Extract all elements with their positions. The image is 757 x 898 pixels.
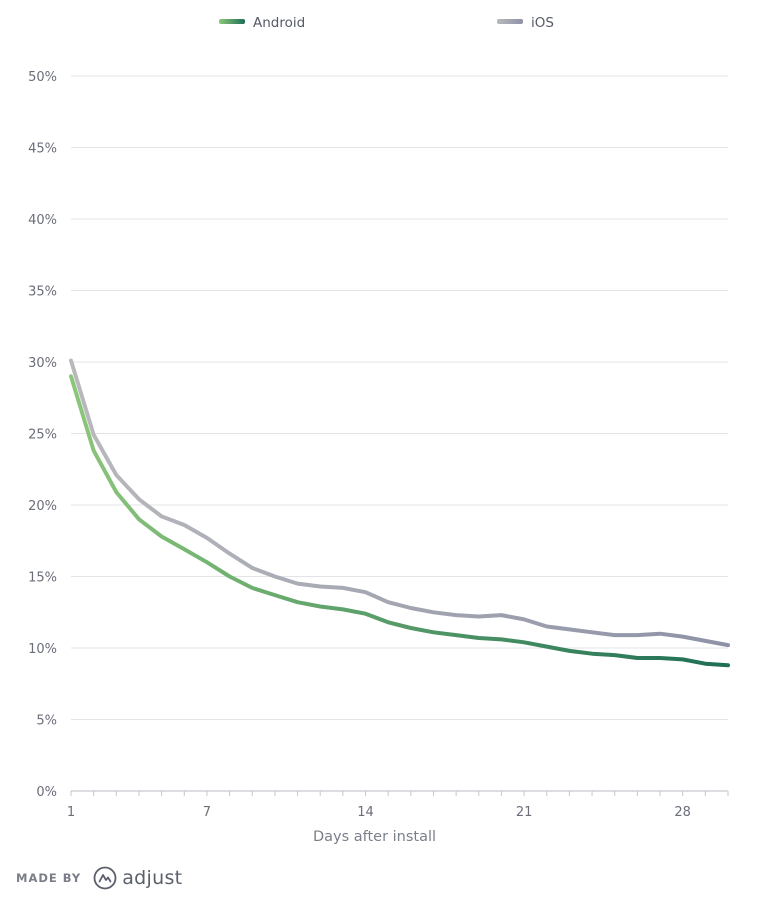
adjust-brand-name: adjust [122, 867, 183, 889]
series-lines [69, 358, 730, 668]
x-axis-title: Days after install [313, 829, 436, 845]
legend-item-android[interactable]: Android [219, 15, 305, 31]
made-by-adjust-footer[interactable]: MADE BY adjust [16, 864, 182, 892]
y-tick-label: 15% [28, 571, 57, 586]
x-tick-label: 14 [357, 805, 374, 820]
adjust-logo-icon [93, 866, 117, 890]
made-by-label: MADE BY [16, 871, 82, 885]
series-line-android [69, 374, 730, 668]
gridlines [71, 75, 728, 792]
y-tick-label: 40% [28, 213, 57, 228]
y-tick-label: 45% [28, 142, 57, 157]
series-line-ios [69, 358, 730, 648]
legend-item-ios[interactable]: iOS [497, 15, 554, 31]
y-tick-label: 10% [28, 642, 57, 657]
legend-label: iOS [531, 15, 554, 31]
y-tick-label: 35% [28, 285, 57, 300]
x-tick-label: 1 [67, 805, 75, 820]
legend-swatch [497, 19, 523, 24]
y-tick-label: 50% [28, 70, 57, 85]
y-tick-label: 0% [36, 785, 57, 800]
y-tick-label: 20% [28, 499, 57, 514]
y-tick-label: 25% [28, 428, 57, 443]
y-tick-label: 30% [28, 356, 57, 371]
legend-swatch [219, 19, 245, 24]
y-tick-label: 5% [36, 714, 57, 729]
x-tick-label: 21 [516, 805, 533, 820]
axes: 0% 5% 10% 15% 20% 25% 30% 35% 40% 45% 50% 1 7 14 21 28 [28, 70, 729, 820]
legend-label: Android [253, 15, 305, 31]
x-tick-label: 28 [674, 805, 691, 820]
legend[interactable]: Android iOS [219, 15, 554, 31]
x-tick-label: 7 [203, 805, 211, 820]
